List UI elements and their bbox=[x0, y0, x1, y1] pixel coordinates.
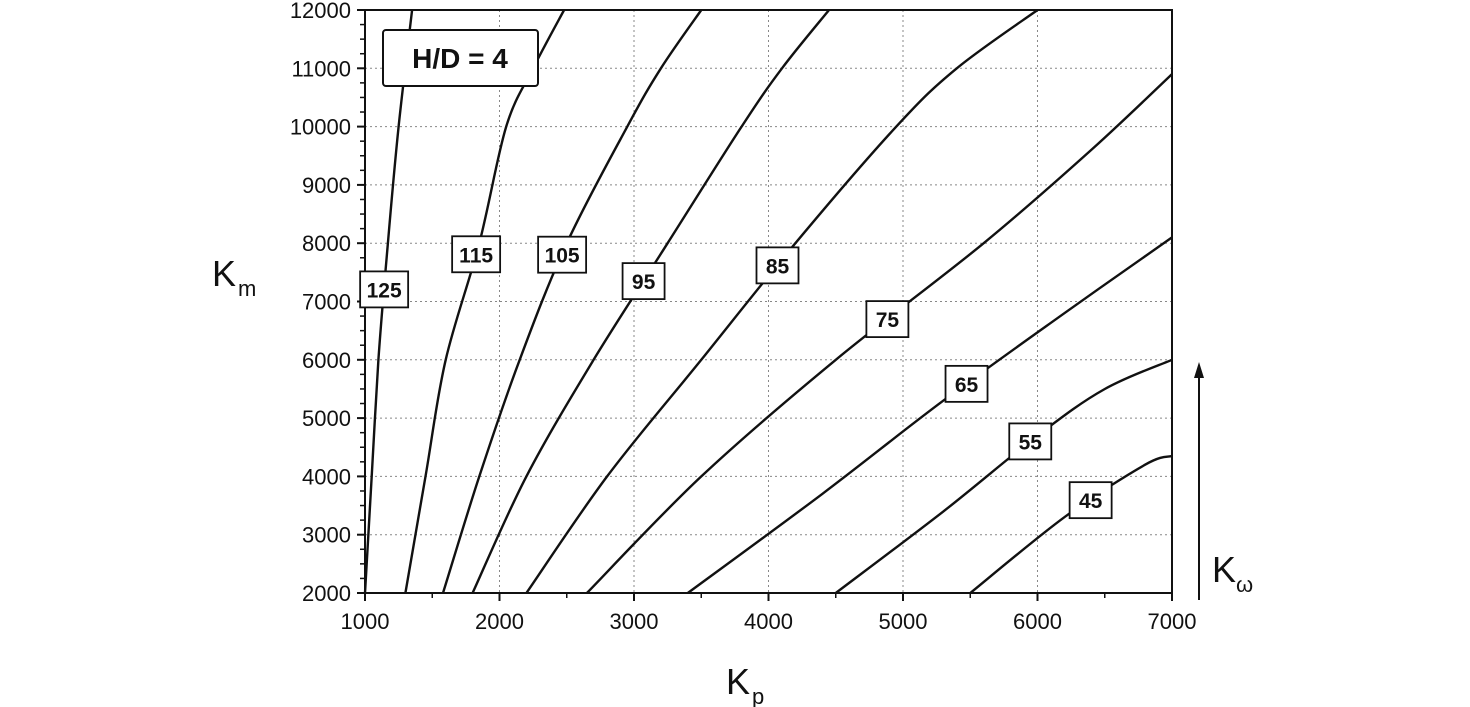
x-axis-title: K p bbox=[726, 661, 764, 707]
contour-label-85: 85 bbox=[755, 246, 800, 285]
contour-label-box bbox=[1008, 422, 1053, 461]
y-tick-label: 9000 bbox=[302, 173, 351, 198]
contour-label-text: 55 bbox=[1019, 431, 1043, 454]
y-tick-label: 4000 bbox=[302, 464, 351, 489]
y-tick-label: 10000 bbox=[290, 115, 351, 140]
grid-lines bbox=[365, 10, 1172, 593]
contour-label-125: 125 bbox=[359, 270, 410, 309]
axis-ticks: 1000 2000 3000 4000 5000 6000 7000 2000 3000 4000… bbox=[290, 0, 1197, 634]
contour-label-115: 115 bbox=[451, 235, 502, 274]
contour-label-text: 125 bbox=[367, 279, 402, 302]
contour-label-text: 65 bbox=[955, 374, 979, 397]
x-tick-label: 5000 bbox=[879, 609, 928, 634]
y-tick-label: 7000 bbox=[302, 290, 351, 315]
contour-label-box bbox=[755, 246, 800, 285]
y-tick-label: 2000 bbox=[302, 581, 351, 606]
annotation-box: H/D = 4 bbox=[382, 29, 539, 87]
contour-label-box bbox=[1068, 481, 1113, 520]
arrow-up-icon bbox=[1194, 362, 1204, 378]
contour-label-65: 65 bbox=[944, 364, 989, 403]
contour-label-box bbox=[944, 364, 989, 403]
x-tick-label: 3000 bbox=[610, 609, 659, 634]
y-tick-label: 3000 bbox=[302, 523, 351, 548]
x-tick-label: 4000 bbox=[744, 609, 793, 634]
contour-labels: 125 115 105 95 85 75 65 55 45 bbox=[359, 235, 1113, 520]
y-axis-title-sub: m bbox=[238, 276, 256, 301]
x-axis-title-main: K bbox=[726, 661, 750, 702]
x-tick-label: 7000 bbox=[1148, 609, 1197, 634]
contour-variable-main: K bbox=[1212, 549, 1236, 590]
contour-label-45: 45 bbox=[1068, 481, 1113, 520]
contour-label-text: 45 bbox=[1079, 490, 1103, 513]
contour-label-text: 105 bbox=[545, 245, 580, 268]
y-axis-title: K m bbox=[212, 253, 256, 301]
contour-label-box bbox=[621, 262, 666, 301]
contour-variable-label: K ω bbox=[1194, 362, 1253, 600]
annotation-box-frame bbox=[382, 29, 539, 87]
x-tick-label: 1000 bbox=[341, 609, 390, 634]
y-tick-label: 11000 bbox=[291, 56, 351, 81]
y-tick-label: 6000 bbox=[302, 348, 351, 373]
contour-label-box bbox=[537, 235, 588, 274]
y-tick-label: 5000 bbox=[302, 406, 351, 431]
contour-label-95: 95 bbox=[621, 262, 666, 301]
contour-label-text: 75 bbox=[876, 309, 900, 332]
contour-label-text: 95 bbox=[632, 271, 656, 294]
contour-label-box bbox=[451, 235, 502, 274]
contour-label-105: 105 bbox=[537, 235, 588, 274]
annotation-text: H/D = 4 bbox=[412, 43, 508, 74]
x-tick-label: 2000 bbox=[475, 609, 524, 634]
contour-label-box bbox=[865, 300, 910, 339]
contour-variable-sub: ω bbox=[1236, 572, 1253, 597]
contour-label-75: 75 bbox=[865, 300, 910, 339]
y-tick-label: 8000 bbox=[302, 231, 351, 256]
x-axis-title-sub: p bbox=[752, 684, 764, 707]
y-axis-title-main: K bbox=[212, 253, 236, 294]
x-tick-label: 6000 bbox=[1013, 609, 1062, 634]
contour-line-65 bbox=[687, 236, 1173, 594]
contour-label-text: 85 bbox=[766, 255, 790, 278]
contour-label-text: 115 bbox=[459, 244, 493, 267]
contour-label-55: 55 bbox=[1008, 422, 1053, 461]
y-tick-label: 12000 bbox=[290, 0, 351, 23]
contour-label-box bbox=[359, 270, 410, 309]
